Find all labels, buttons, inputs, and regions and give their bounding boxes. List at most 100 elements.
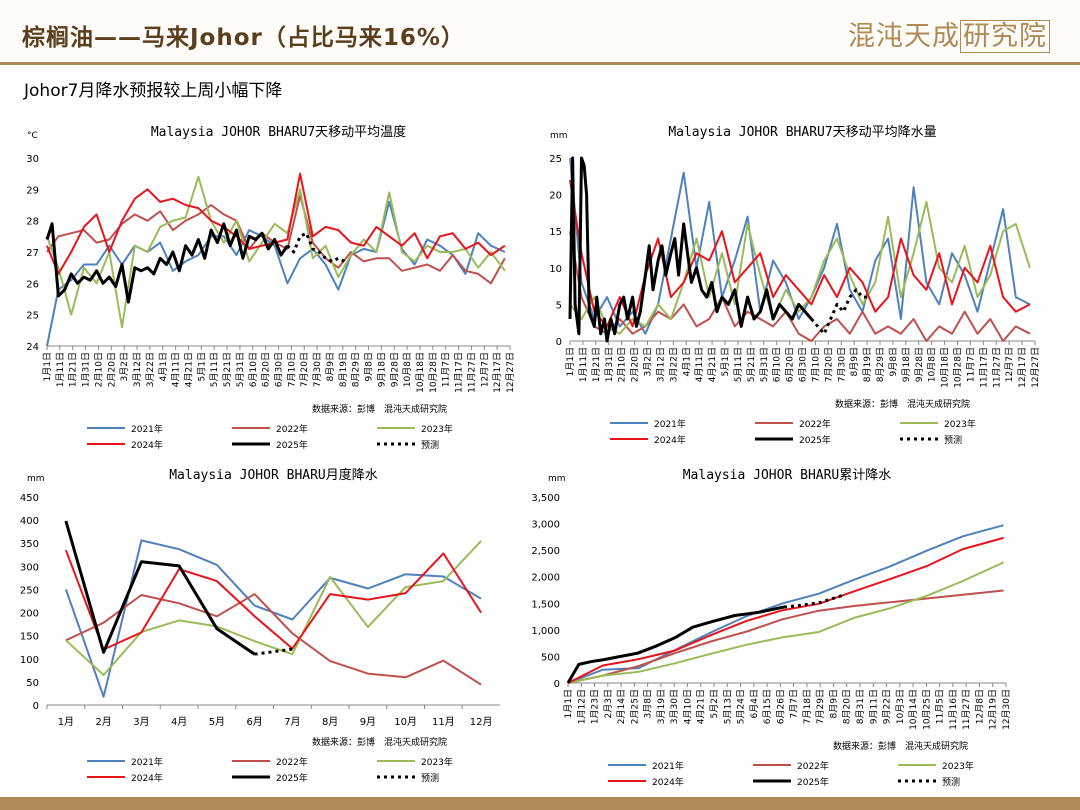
logo-boxed-text: 研究院 — [960, 20, 1050, 53]
x-tick-label: 1月23日 — [590, 689, 601, 724]
legend-label: 2024年 — [131, 772, 163, 784]
x-tick-label: 3月30日 — [669, 689, 680, 724]
y-tick-label: 50 — [26, 678, 39, 689]
x-tick-label: 11月 — [432, 716, 455, 728]
y-tick-label: 2,000 — [531, 573, 560, 584]
unit-label: mm — [27, 474, 45, 484]
legend-label: 2024年 — [131, 439, 163, 451]
series-line-2025年 — [568, 156, 813, 343]
x-tick-label: 4月11日 — [694, 347, 705, 382]
x-tick-label: 10月 — [394, 716, 417, 728]
x-tick-label: 2月 — [95, 716, 111, 728]
x-tick-label: 5月1日 — [720, 347, 731, 376]
legend-label: 预测 — [944, 435, 962, 446]
legend-label: 2022年 — [799, 418, 831, 430]
x-tick-label: 6月 — [246, 716, 262, 728]
legend-label: 2023年 — [421, 756, 453, 768]
y-tick-label: 400 — [20, 516, 39, 527]
x-tick-label: 10月8日 — [402, 352, 413, 387]
x-tick-label: 5月1日 — [196, 352, 207, 381]
title-rule — [0, 62, 1080, 65]
y-tick-label: 2,500 — [531, 546, 560, 557]
x-tick-label: 1月31日 — [81, 352, 92, 387]
x-tick-label: 8月20日 — [842, 689, 853, 724]
x-tick-label: 12月17日 — [492, 352, 503, 393]
x-tick-label: 5月31日 — [759, 347, 770, 382]
x-tick-label: 12月8日 — [974, 689, 985, 724]
legend-label: 预测 — [421, 773, 439, 784]
x-tick-label: 5月11日 — [209, 352, 220, 387]
legend-label: 预测 — [421, 440, 439, 451]
y-tick-label: 1,000 — [531, 626, 560, 637]
series-line-2023年 — [65, 540, 482, 676]
bottom-bar — [0, 797, 1080, 810]
x-tick-label: 3月2日 — [119, 352, 130, 381]
y-tick-label: 27 — [26, 248, 39, 259]
legend-label: 2025年 — [276, 772, 308, 784]
y-tick-label: 30 — [26, 154, 39, 165]
x-tick-label: 5月2日 — [709, 689, 720, 718]
x-tick-label: 10月25日 — [921, 689, 932, 730]
x-tick-label: 4月1日 — [158, 352, 169, 381]
x-tick-label: 6月4日 — [749, 689, 760, 718]
chart-monthly-rain: Malaysia JOHOR BHARU月度降水 mm 0 50 100 150 200 25… — [20, 467, 500, 784]
legend-label: 2021年 — [131, 756, 163, 768]
series-line-2023年 — [567, 561, 1005, 684]
y-tick-label: 29 — [26, 185, 39, 196]
x-tick-label: 4月21日 — [696, 689, 707, 724]
x-tick-label: 7月20日 — [299, 352, 310, 387]
x-tick-label: 1月11日 — [55, 352, 66, 387]
y-tick-label: 0 — [33, 701, 39, 712]
y-tick-label: 100 — [20, 655, 39, 666]
x-tick-label: 3月12日 — [655, 347, 666, 382]
y-tick-label: 0 — [556, 337, 562, 348]
x-tick-label: 2月10日 — [93, 352, 104, 387]
x-tick-label: 3月22日 — [145, 352, 156, 387]
x-tick-label: 6月20日 — [785, 347, 796, 382]
x-tick-label: 12月27日 — [505, 352, 516, 393]
unit-label: mm — [550, 131, 568, 141]
legend-label: 2025年 — [276, 439, 308, 451]
x-tick-label: 8月19日 — [338, 352, 349, 387]
x-tick-label: 9月18日 — [901, 347, 912, 382]
x-tick-label: 5月21日 — [746, 347, 757, 382]
x-tick-label: 9月28日 — [914, 347, 925, 382]
x-tick-label: 7月7日 — [789, 689, 800, 718]
x-tick-label: 2月3日 — [603, 689, 614, 718]
legend-label: 2022年 — [276, 756, 308, 768]
series-line-2021年 — [567, 524, 1004, 684]
x-tick-label: 2月10日 — [617, 347, 628, 382]
x-tick-label: 8月9日 — [828, 689, 839, 718]
series-line-2023年 — [569, 200, 1031, 335]
y-tick-label: 500 — [541, 652, 560, 663]
chart-title: Malaysia JOHOR BHARU7天移动平均温度 — [151, 124, 406, 140]
x-tick-label: 10月18日 — [940, 347, 951, 388]
x-tick-label: 7月29日 — [815, 689, 826, 724]
x-tick-label: 9月8日 — [888, 347, 899, 376]
x-tick-label: 10月28日 — [428, 352, 439, 393]
chart-temperature: Malaysia JOHOR BHARU7天移动平均温度 °C 24 25 26 27 28… — [26, 124, 516, 451]
legend-label: 2021年 — [652, 760, 684, 772]
x-tick-label: 7月18日 — [802, 689, 813, 724]
x-tick-label: 11月17日 — [454, 352, 465, 393]
x-tick-label: 1月21日 — [591, 347, 602, 382]
x-tick-label: 2月20日 — [630, 347, 641, 382]
chart-title: Malaysia JOHOR BHARU月度降水 — [169, 467, 378, 483]
x-tick-label: 6月26日 — [775, 689, 786, 724]
x-tick-label: 8月29日 — [875, 347, 886, 382]
series-line-2024年 — [64, 549, 482, 651]
legend-label: 2021年 — [131, 423, 163, 435]
page-title: 棕榈油——马来Johor（占比马来16%） — [22, 25, 465, 51]
x-tick-label: 8月9日 — [325, 352, 336, 381]
series-line-2021年 — [569, 157, 1031, 335]
x-tick-label: 4月 — [171, 716, 187, 728]
x-tick-label: 1月12日 — [576, 689, 587, 724]
x-tick-label: 8月19日 — [862, 347, 873, 382]
x-tick-label: 8月9日 — [849, 347, 860, 376]
y-tick-label: 28 — [26, 217, 39, 228]
legend-label: 2022年 — [797, 760, 829, 772]
legend-label: 2023年 — [421, 423, 453, 435]
x-tick-label: 7月30日 — [312, 352, 323, 387]
x-tick-label: 3月8日 — [643, 689, 654, 718]
legend-label: 2024年 — [654, 434, 686, 446]
